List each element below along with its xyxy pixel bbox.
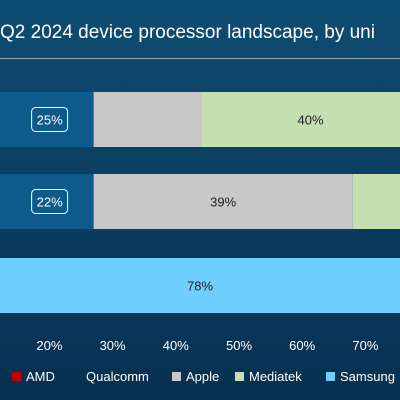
x-tick-label-40: 40%: [163, 338, 189, 353]
legend-item-mediatek: Mediatek: [235, 369, 302, 384]
data-label-apple-row-2: 39%: [210, 195, 236, 210]
legend: AMD Qualcomm Apple Mediatek Samsung: [0, 369, 400, 387]
bar-qualcomm-row-1: [0, 92, 94, 147]
legend-swatch-apple: [172, 372, 181, 381]
bar-mediatek-row-2: [352, 174, 400, 229]
legend-item-qualcomm: Qualcomm: [86, 369, 149, 384]
legend-item-apple: Apple: [172, 369, 219, 384]
data-label-samsung-row-3: 78%: [187, 279, 213, 294]
legend-swatch-mediatek: [235, 372, 244, 381]
bar-apple-row-2: [93, 174, 353, 229]
legend-label-amd: AMD: [26, 369, 55, 384]
legend-label-apple: Apple: [186, 369, 220, 384]
legend-label-qualcomm: Qualcomm: [86, 369, 149, 384]
legend-label-mediatek: Mediatek: [249, 369, 302, 384]
legend-label-samsung: Samsung: [340, 369, 395, 384]
bar-qualcomm-row-2: [0, 174, 94, 229]
bar-mediatek-row-1: [201, 92, 400, 147]
x-tick-label-60: 60%: [289, 338, 315, 353]
legend-item-amd: AMD: [12, 369, 55, 384]
title-divider: [0, 58, 400, 59]
x-tick-label-30: 30%: [100, 338, 126, 353]
bar-samsung-row-3: [0, 258, 400, 313]
data-label-qualcomm-row-1: 25%: [37, 113, 63, 128]
x-tick-label-20: 20%: [36, 338, 62, 353]
x-tick-label-50: 50%: [226, 338, 252, 353]
data-label-box-qualcomm-row-1: [31, 107, 69, 132]
chart-title: Q2 2024 device processor landscape, by u…: [0, 22, 375, 43]
legend-item-samsung: Samsung: [326, 369, 395, 384]
data-label-box-qualcomm-row-2: [31, 189, 69, 214]
legend-swatch-samsung: [326, 372, 335, 381]
data-label-mediatek-row-1: 40%: [298, 113, 324, 128]
x-tick-label-70: 70%: [352, 338, 378, 353]
bar-apple-row-1: [93, 92, 202, 147]
data-label-qualcomm-row-2: 22%: [37, 195, 63, 210]
legend-swatch-amd: [12, 372, 21, 381]
